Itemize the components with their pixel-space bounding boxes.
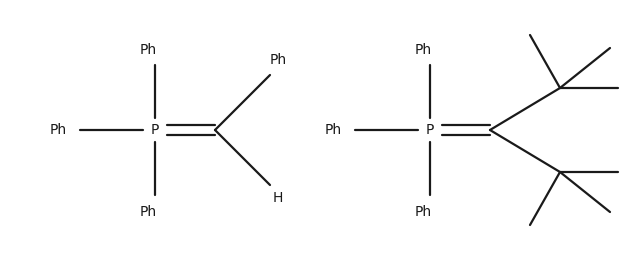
Text: P: P [151, 123, 159, 137]
Text: Ph: Ph [415, 43, 432, 57]
Text: P: P [426, 123, 434, 137]
Text: Ph: Ph [324, 123, 342, 137]
Text: Ph: Ph [415, 205, 432, 219]
Text: Ph: Ph [139, 205, 156, 219]
Text: H: H [273, 191, 283, 205]
Text: Ph: Ph [50, 123, 67, 137]
Text: Ph: Ph [139, 43, 156, 57]
Text: Ph: Ph [270, 53, 287, 67]
